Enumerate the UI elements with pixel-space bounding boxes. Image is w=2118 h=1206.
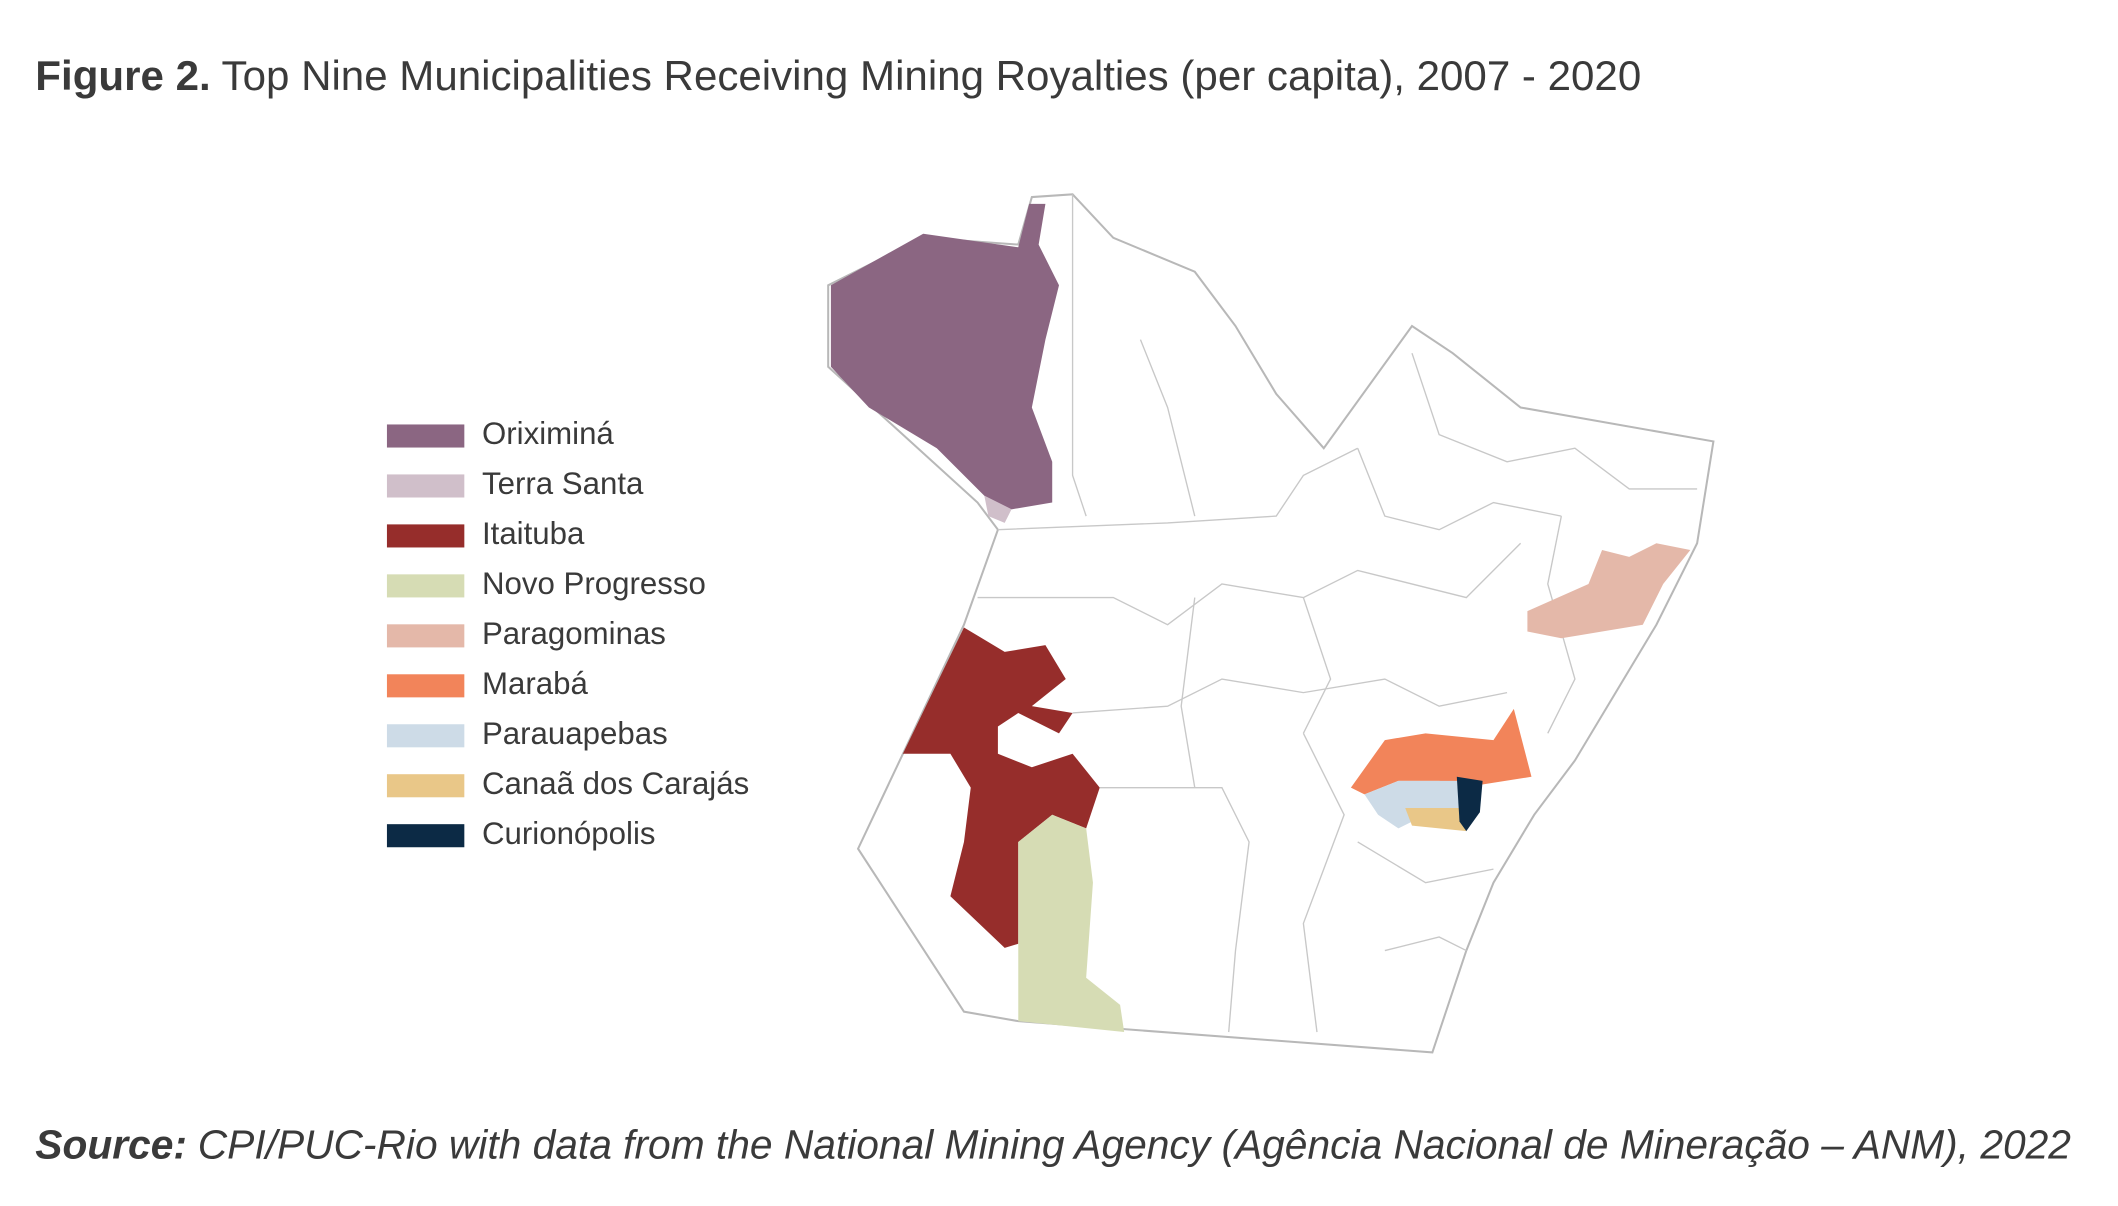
region [830,203,1059,510]
legend-swatch [386,674,465,698]
legend-label: Oriximiná [482,416,614,451]
region [1018,814,1125,1033]
region [1405,808,1467,832]
legend-label: Parauapebas [482,716,668,751]
region [902,627,1100,948]
municipal-borders [977,194,1698,1033]
title-label: Figure 2. [35,52,210,99]
title-text: Top Nine Municipalities Receiving Mining… [222,52,1642,99]
legend-label: Novo Progresso [482,566,706,601]
legend-swatch [386,624,465,648]
legend-swatch [386,474,465,498]
legend-label: Terra Santa [482,466,644,501]
legend-swatch [386,574,465,598]
region [984,495,1012,523]
source-note: Source: CPI/PUC-Rio with data from the Na… [35,1121,2071,1167]
legend-swatch [386,774,465,798]
legend-swatch [386,824,465,848]
map [827,193,1715,1054]
source-text: CPI/PUC-Rio with data from the National … [198,1121,2072,1167]
legend: Oriximiná Terra Santa Itaituba Novo Progres… [386,416,749,851]
legend-label: Curionópolis [482,816,656,851]
region [1456,776,1483,832]
legend-label: Marabá [482,666,588,701]
region [1527,543,1691,639]
legend-swatch [386,424,465,448]
legend-swatch [386,724,465,748]
region [1350,708,1532,795]
legend-label: Canaã dos Carajás [482,766,749,801]
legend-swatch [386,524,465,548]
source-label: Source: [35,1121,187,1167]
figure-title: Figure 2. Top Nine Municipalities Receivi… [35,52,1641,99]
legend-label: Paragominas [482,616,666,651]
legend-label: Itaituba [482,516,585,551]
